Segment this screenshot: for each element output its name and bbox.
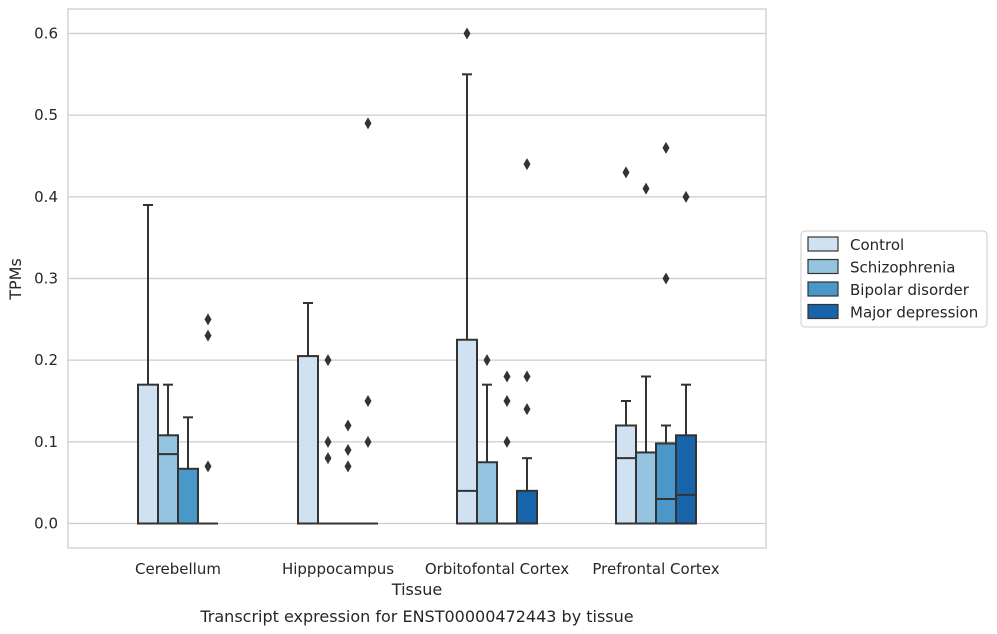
box-0-2 xyxy=(456,27,478,525)
box-body xyxy=(137,383,159,525)
outlier-marker xyxy=(463,27,471,40)
y-tick-label: 0.4 xyxy=(34,188,58,206)
outlier-marker xyxy=(204,460,212,473)
box-1-2 xyxy=(476,354,498,525)
outlier-marker xyxy=(344,419,352,432)
outlier-marker xyxy=(682,190,690,203)
box-body xyxy=(635,451,657,525)
outlier-marker xyxy=(483,354,491,367)
legend-label: Control xyxy=(850,236,904,254)
legend-label: Major depression xyxy=(850,304,978,322)
outlier-marker xyxy=(503,435,511,448)
legend-swatch xyxy=(807,236,839,252)
box-body xyxy=(297,355,319,525)
legend-swatch xyxy=(807,303,839,320)
legend-frame xyxy=(800,230,988,328)
outlier-marker xyxy=(523,403,531,416)
outlier-marker xyxy=(324,354,332,367)
box-2-0 xyxy=(177,416,199,525)
legend-label: Schizophrenia xyxy=(850,259,955,277)
x-tick-label: Prefrontal Cortex xyxy=(592,560,719,578)
y-tick-label: 0.1 xyxy=(34,433,58,451)
box-1-0 xyxy=(157,383,179,525)
outlier-marker xyxy=(523,370,531,383)
plot-frame xyxy=(67,8,767,549)
box-body xyxy=(675,434,697,525)
y-tick-label: 0.0 xyxy=(34,515,58,533)
outlier-marker xyxy=(622,166,630,179)
y-tick-label: 0.2 xyxy=(34,351,58,369)
legend: Control Schizophrenia Bipolar disorder Majo… xyxy=(800,230,988,328)
box-3-3 xyxy=(675,190,697,525)
outlier-marker xyxy=(364,435,372,448)
y-gridlines xyxy=(68,32,766,525)
x-tick-labels: Cerebellum Hipppocampus Orbitofontal Corte… xyxy=(135,560,720,578)
box-series xyxy=(137,27,697,525)
legend-swatch xyxy=(807,258,839,275)
box-0-3 xyxy=(615,166,637,525)
y-axis-label: TPMs xyxy=(6,258,25,301)
outlier-marker xyxy=(503,395,511,407)
y-tick-label: 0.6 xyxy=(34,25,58,43)
y-tick-label: 0.5 xyxy=(34,106,58,124)
x-tick-label: Orbitofontal Cortex xyxy=(425,560,569,578)
chart-caption: Transcript expression for ENST0000047244… xyxy=(199,607,633,626)
box-body xyxy=(476,461,498,525)
box-3-1 xyxy=(358,117,378,525)
legend-label: Bipolar disorder xyxy=(850,281,970,299)
box-body xyxy=(177,467,199,525)
box-3-0 xyxy=(198,313,218,525)
outlier-marker xyxy=(523,158,531,171)
box-1-1 xyxy=(318,354,338,525)
box-0-0 xyxy=(137,204,159,525)
x-tick-label: Hipppocampus xyxy=(282,560,394,578)
box-body xyxy=(516,489,538,525)
box-3-2 xyxy=(516,158,538,525)
outlier-marker xyxy=(364,117,372,130)
y-tick-label: 0.3 xyxy=(34,270,58,288)
y-tick-labels: 0.0 0.1 0.2 0.3 0.4 0.5 0.6 xyxy=(34,25,58,533)
outlier-marker xyxy=(662,272,670,285)
outlier-marker xyxy=(344,460,352,473)
outlier-marker xyxy=(642,182,650,195)
box-2-2 xyxy=(497,370,517,525)
box-2-1 xyxy=(338,419,358,525)
box-2-3 xyxy=(655,141,677,525)
outlier-marker xyxy=(204,329,212,342)
box-body xyxy=(615,424,637,525)
outlier-marker xyxy=(662,141,670,154)
x-tick-label: Cerebellum xyxy=(135,560,221,578)
box-0-1 xyxy=(297,302,319,525)
outlier-marker xyxy=(204,313,212,326)
box-1-3 xyxy=(635,182,657,525)
legend-swatch xyxy=(807,281,839,297)
box-body xyxy=(456,338,478,525)
outlier-marker xyxy=(324,452,332,465)
box-body xyxy=(157,434,179,525)
outlier-marker xyxy=(503,370,511,383)
outlier-marker xyxy=(364,395,372,407)
box-body xyxy=(655,442,677,525)
outlier-marker xyxy=(344,444,352,456)
outlier-marker xyxy=(324,435,332,448)
x-axis-label: Tissue xyxy=(391,580,442,599)
